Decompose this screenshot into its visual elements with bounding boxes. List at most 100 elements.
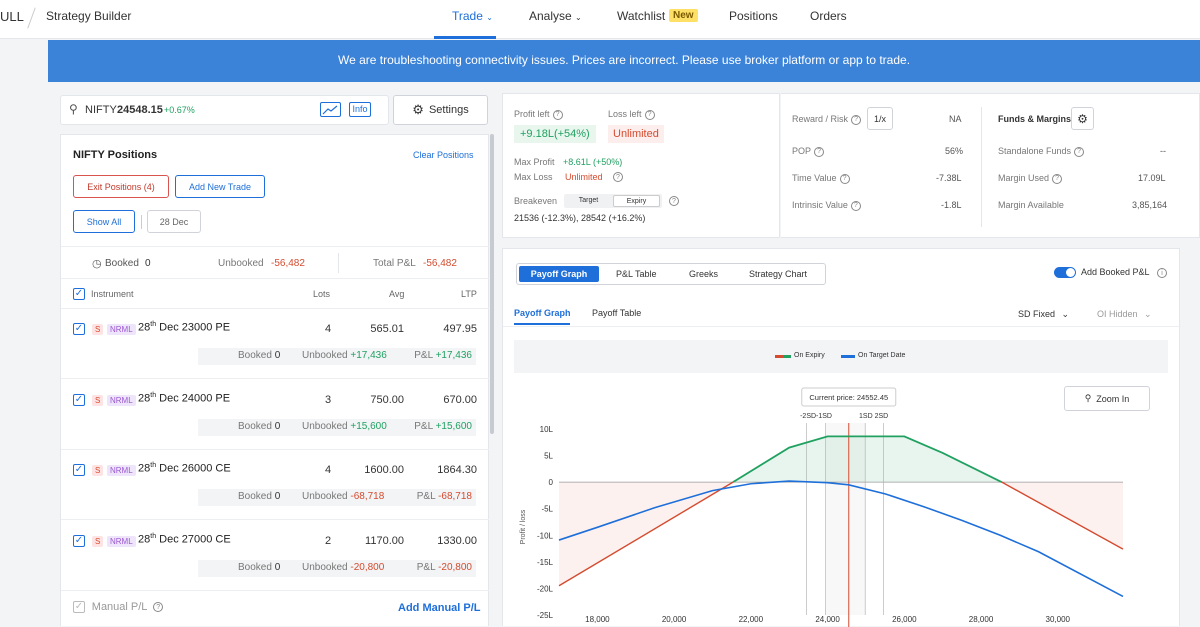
row-pnl-strip: Booked 0 Unbooked +17,436 P&L +17,436	[198, 348, 476, 365]
lots-value[interactable]: 4	[325, 323, 332, 335]
expiry-date-button[interactable]: 28 Dec	[147, 210, 201, 233]
row-pnl-strip: Booked 0 Unbooked -68,718 P&L -68,718	[198, 489, 476, 506]
col-avg: Avg	[389, 289, 405, 299]
scrollbar[interactable]	[490, 134, 494, 434]
gear-icon[interactable]: ⚙	[1071, 107, 1094, 130]
nav-analyse[interactable]: Analyse ⌄	[529, 9, 582, 23]
y-tick-label: 5L	[544, 452, 553, 461]
nav-orders[interactable]: Orders	[810, 9, 847, 23]
instrument-name[interactable]: 28th Dec 27000 CE	[138, 532, 231, 546]
nav-trade[interactable]: Trade ⌄	[452, 9, 493, 23]
avg-value[interactable]: 1170.00	[365, 534, 404, 547]
pop-label: POP	[792, 146, 812, 156]
row-checkbox[interactable]: ✓	[73, 393, 85, 406]
info-button[interactable]: Info	[349, 102, 371, 117]
lots-value[interactable]: 2	[325, 534, 332, 547]
table-row[interactable]: ✓ S NRML 28th Dec 27000 CE 2 1170.00 133…	[61, 521, 489, 591]
lots-value[interactable]: 4	[325, 464, 332, 476]
subtab-indicator	[514, 323, 570, 325]
select-all-checkbox[interactable]: ✓	[73, 288, 85, 300]
max-profit-label: Max Profit	[514, 157, 555, 167]
help-icon: ?	[851, 114, 862, 125]
sd-fixed-dropdown[interactable]: SD Fixed ⌄	[1018, 309, 1070, 319]
product-tag: NRML	[107, 535, 136, 547]
graph-tabs: Payoff Graph P&L Table Greeks Strategy C…	[516, 263, 826, 285]
total-pnl-value: -56,482	[423, 258, 457, 269]
standalone-funds-value: --	[1160, 146, 1166, 156]
help-icon: ?	[850, 200, 861, 211]
y-tick-label: -20L	[537, 584, 554, 593]
profit-area	[733, 436, 1002, 483]
ltp-value: 670.00	[443, 393, 477, 406]
avg-value[interactable]: 1600.00	[364, 464, 404, 476]
expiry-toggle[interactable]: Expiry	[613, 195, 660, 207]
funds-margins-label: Funds & Margins	[998, 114, 1072, 124]
nav-positions[interactable]: Positions	[729, 9, 778, 23]
pop-value: 56%	[945, 146, 964, 156]
zoom-in-button[interactable]: ⚲ Zoom In	[1064, 386, 1150, 411]
subtab-payoff-table[interactable]: Payoff Table	[592, 308, 642, 318]
max-loss-value: Unlimited	[565, 172, 603, 182]
divider	[503, 326, 1181, 327]
reward-risk-label: Reward / Risk	[792, 114, 849, 124]
x-tick-label: 28,000	[969, 615, 994, 624]
subtab-payoff-graph[interactable]: Payoff Graph	[514, 308, 571, 318]
zoom-icon: ⚲	[1084, 393, 1092, 403]
manual-pl-checkbox[interactable]: ✓	[73, 601, 85, 614]
y-tick-label: -5L	[541, 505, 553, 514]
target-toggle[interactable]: Target	[578, 197, 599, 204]
exit-positions-button[interactable]: Exit Positions (4)	[73, 175, 169, 198]
margin-available-label: Margin Available	[998, 200, 1064, 210]
divider	[981, 107, 982, 227]
show-all-button[interactable]: Show All	[73, 210, 135, 233]
tab-pnl-table[interactable]: P&L Table	[616, 269, 657, 279]
max-profit-value: +8.61L (+50%)	[563, 157, 623, 167]
booked-label: Booked	[105, 258, 139, 269]
booked-value: 0	[145, 258, 151, 269]
loss-left-label: Loss left	[608, 109, 642, 119]
y-tick-label: 10L	[540, 425, 554, 434]
instrument-name[interactable]: 28th Dec 24000 PE	[138, 391, 231, 405]
table-row[interactable]: ✓ S NRML 28th Dec 24000 PE 3 750.00 670.…	[61, 380, 489, 450]
oi-hidden-dropdown[interactable]: OI Hidden ⌄	[1097, 309, 1152, 319]
instrument-name[interactable]: 28th Dec 26000 CE	[138, 462, 231, 475]
tab-greeks[interactable]: Greeks	[689, 269, 719, 279]
instrument-name[interactable]: 28th Dec 23000 PE	[138, 321, 231, 334]
unbooked-label: Unbooked	[218, 258, 264, 269]
symbol-search[interactable]: ⚲ NIFTY 24548.15 +0.67% Info	[60, 95, 389, 125]
pnl-stats-card: Profit left? +9.18L(+54%) Loss left? Unl…	[502, 93, 780, 238]
row-checkbox[interactable]: ✓	[73, 323, 85, 335]
tab-strategy-chart[interactable]: Strategy Chart	[749, 269, 808, 279]
row-checkbox[interactable]: ✓	[73, 534, 85, 547]
ltp-value: 497.95	[443, 323, 477, 335]
reward-risk-value: NA	[949, 114, 962, 124]
add-new-trade-button[interactable]: Add New Trade	[175, 175, 265, 198]
nav-active-indicator	[434, 36, 496, 39]
lots-value[interactable]: 3	[325, 393, 332, 406]
chart-icon[interactable]	[320, 102, 341, 117]
expiry-line-loss	[558, 481, 734, 587]
tab-payoff-graph[interactable]: Payoff Graph	[519, 266, 599, 282]
row-checkbox[interactable]: ✓	[73, 464, 85, 476]
add-booked-toggle[interactable]	[1054, 267, 1076, 278]
clear-positions-link[interactable]: Clear Positions	[413, 150, 474, 160]
nav-watchlist[interactable]: Watchlist	[617, 9, 666, 23]
add-manual-pl-link[interactable]: Add Manual P/L	[398, 602, 481, 614]
product-tag: NRML	[107, 324, 136, 335]
table-row[interactable]: ✓ S NRML 28th Dec 23000 PE 4 565.01 497.…	[61, 309, 489, 379]
time-value-value: -7.38L	[936, 173, 962, 183]
reward-risk-button[interactable]: 1/x	[867, 107, 893, 130]
chart-legend: On Expiry On Target Date	[514, 340, 1168, 373]
settings-button[interactable]: ⚙ Settings	[393, 95, 488, 125]
avg-value[interactable]: 565.01	[370, 323, 404, 335]
total-pnl-label: Total P&L	[373, 258, 416, 269]
margin-available-value: 3,85,164	[1132, 200, 1168, 210]
breakeven-value: 21536 (-12.3%), 28542 (+16.2%)	[514, 213, 646, 223]
col-instrument: Instrument	[91, 289, 134, 299]
standalone-funds-label: Standalone Funds	[998, 146, 1072, 156]
brand-logo[interactable]: ULL	[0, 9, 24, 24]
avg-value[interactable]: 750.00	[370, 393, 404, 406]
table-row[interactable]: ✓ S NRML 28th Dec 26000 CE 4 1600.00 186…	[61, 450, 489, 520]
current-price-box	[801, 387, 897, 407]
chevron-down-icon: ⌄	[1061, 309, 1070, 319]
